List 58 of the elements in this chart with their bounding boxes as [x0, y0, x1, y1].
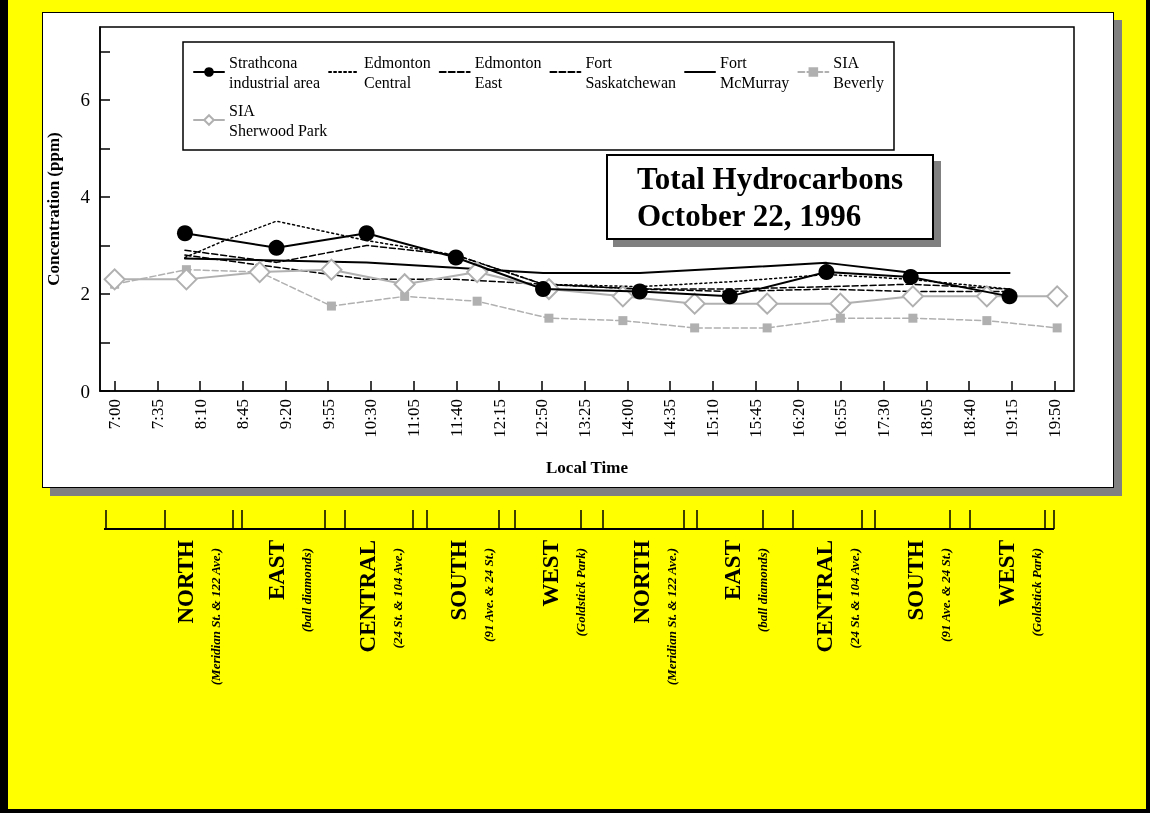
legend-label: Strathcona industrial area — [229, 53, 321, 91]
x-tick-label: 18:05 — [916, 399, 936, 438]
x-tick-label: 15:10 — [703, 399, 723, 438]
y-tick-label: 4 — [80, 186, 91, 208]
x-tick-label: 7:00 — [105, 399, 125, 430]
x-tick-label: 16:55 — [831, 399, 851, 438]
x-tick-label: 15:45 — [745, 399, 765, 438]
text: EAST — [720, 540, 746, 601]
y-axis-title: Concentration (ppm) — [44, 132, 63, 286]
x-tick-label: 17:30 — [874, 399, 894, 438]
legend-label: Edmonton East — [474, 53, 542, 91]
x-tick-label: 12:15 — [489, 399, 509, 438]
y-tick-label: 2 — [80, 283, 90, 305]
text: (ball diamonds) — [755, 548, 771, 633]
text: (24 St. & 104 Ave.) — [390, 548, 406, 649]
text: NORTH — [172, 539, 198, 624]
text: SOUTH — [902, 539, 928, 621]
text: CENTRAL — [811, 540, 837, 653]
x-tick-label: 12:50 — [532, 399, 552, 438]
x-tick-label: 11:40 — [446, 399, 466, 438]
x-tick-label: 9:20 — [276, 399, 296, 430]
x-tick-label: 18:40 — [959, 399, 979, 438]
x-tick-label: 19:15 — [1002, 399, 1022, 438]
text: NORTH — [629, 539, 654, 624]
legend-label: Fort McMurray — [720, 53, 790, 92]
text: WEST — [994, 540, 1020, 607]
legend-label: Edmonton Central — [364, 53, 431, 91]
text: (Meridian St. & 122 Ave.) — [207, 548, 223, 686]
x-tick-label: 8:45 — [233, 399, 253, 430]
text: WEST — [537, 540, 563, 607]
x-tick-label: 10:30 — [361, 399, 381, 438]
x-tick-label: 8:10 — [190, 399, 210, 430]
text: (ball diamonds) — [298, 548, 314, 633]
x-tick-label: 19:50 — [1044, 399, 1064, 438]
x-tick-label: 14:00 — [617, 399, 637, 438]
y-tick-label: 0 — [80, 380, 90, 402]
x-tick-label: 13:25 — [575, 399, 595, 438]
text: Total Hydrocarbons — [637, 161, 904, 196]
y-tick-label: 6 — [80, 89, 90, 111]
x-tick-label: 9:55 — [318, 399, 338, 430]
x-tick-label: 16:20 — [788, 399, 808, 438]
text: (91 Ave. & 24 St.) — [481, 548, 497, 642]
text: (24 St. & 104 Ave.) — [846, 548, 862, 649]
x-tick-label: 11:05 — [404, 399, 424, 438]
legend-label: SIA Sherwood Park — [229, 101, 328, 139]
legend-label: SIA Beverly — [833, 53, 884, 92]
text: EAST — [263, 540, 289, 601]
x-tick-label: 7:35 — [147, 399, 167, 430]
text: SOUTH — [446, 539, 472, 621]
x-axis-title: Local Time — [545, 458, 629, 477]
x-tick-label: 14:35 — [660, 399, 680, 438]
text: October 22, 1996 — [637, 198, 862, 233]
text: (Goldstick Park) — [572, 548, 588, 637]
text: (Meridian St. & 122 Ave.) — [664, 548, 679, 686]
text: CENTRAL — [355, 540, 381, 653]
text: (Goldstick Park) — [1029, 548, 1045, 637]
legend-label: Fort Saskatchewan — [585, 53, 677, 91]
text: (91 Ave. & 24 St.) — [937, 548, 953, 642]
